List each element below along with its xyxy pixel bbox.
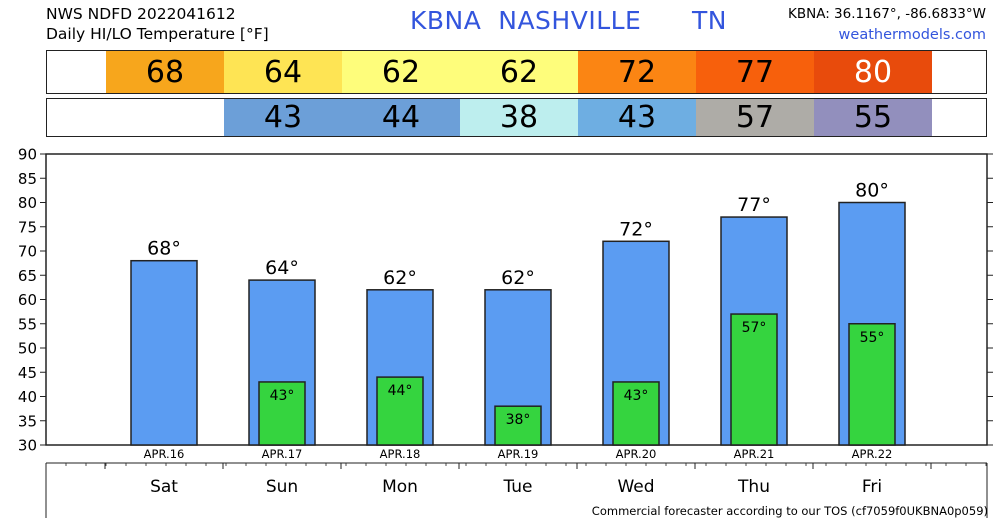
product-label: Daily HI/LO Temperature [°F] [46, 25, 269, 43]
y-tick-label: 80 [18, 194, 37, 212]
date-label: APR.16 [144, 447, 185, 461]
low-bar-label: 44° [388, 383, 413, 399]
high-temp-cell-0: 68 [106, 51, 224, 93]
low-bar-label: 55° [860, 330, 885, 346]
low-bar [494, 405, 542, 446]
y-tick-label: 85 [18, 170, 37, 188]
date-label: APR.22 [852, 447, 893, 461]
station-coords: KBNA: 36.1167°, -86.6833°W [787, 6, 986, 22]
high-temp-cell-5: 77 [696, 51, 814, 93]
date-label: APR.17 [262, 447, 303, 461]
low-bar-label: 43° [624, 388, 649, 404]
high-temp-cell-6: 80 [814, 51, 932, 93]
low-bar-label: 43° [270, 388, 295, 404]
day-label: Tue [502, 477, 532, 497]
high-temp-cell-3: 62 [460, 51, 578, 93]
day-label: Thu [737, 477, 770, 497]
high-bar-label: 77° [737, 194, 771, 216]
y-tick-label: 75 [18, 218, 37, 236]
high-bar-label: 62° [501, 267, 535, 289]
high-bar-label: 72° [619, 218, 653, 240]
model-run-label: NWS NDFD 2022041612 [46, 5, 236, 23]
high-temp-cell-4: 72 [578, 51, 696, 93]
high-bar-label: 64° [265, 257, 299, 279]
low-bar [730, 313, 778, 446]
station-title: KBNA NASHVILLE TN [410, 6, 727, 35]
site-link[interactable]: weathermodels.com [838, 27, 986, 43]
y-tick-label: 50 [18, 340, 37, 358]
y-tick-label: 90 [18, 146, 37, 164]
high-bar-label: 80° [855, 180, 889, 202]
low-temp-cell-4: 43 [578, 99, 696, 136]
day-label: Fri [862, 477, 882, 497]
header-info: NWS NDFD 2022041612 Daily HI/LO Temperat… [46, 4, 269, 44]
low-bar-label: 38° [506, 412, 531, 428]
y-tick-label: 70 [18, 243, 37, 261]
date-label: APR.19 [498, 447, 539, 461]
y-tick-label: 60 [18, 291, 37, 309]
low-temperature-strip: 43 44 38 43 57 55 [46, 98, 987, 137]
day-label: Mon [382, 477, 418, 497]
low-bar [612, 381, 660, 446]
high-bar-label: 68° [147, 238, 181, 260]
date-label: APR.21 [734, 447, 775, 461]
day-label: Sun [266, 477, 298, 497]
low-temp-cell-2: 44 [342, 99, 460, 136]
high-temperature-strip: 68 64 62 62 72 77 80 [46, 50, 987, 94]
high-temp-cell-2: 62 [342, 51, 460, 93]
low-bar [848, 323, 896, 446]
low-temp-cell-3: 38 [460, 99, 578, 136]
y-tick-label: 30 [18, 437, 37, 455]
y-tick-label: 45 [18, 364, 37, 382]
high-temp-cell-1: 64 [224, 51, 342, 93]
low-bar [258, 381, 306, 446]
low-temp-cell-0 [106, 99, 224, 136]
header-meta: KBNA: 36.1167°, -86.6833°W weathermodels… [788, 4, 986, 46]
footer-note: Commercial forecaster according to our T… [591, 504, 988, 518]
low-temp-cell-5: 57 [696, 99, 814, 136]
low-temp-cell-1: 43 [224, 99, 342, 136]
low-bar [376, 376, 424, 446]
low-bar-label: 57° [742, 320, 767, 336]
y-tick-label: 40 [18, 388, 37, 406]
date-label: APR.20 [616, 447, 657, 461]
low-temp-cell-6: 55 [814, 99, 932, 136]
day-label: Sat [150, 477, 178, 497]
date-label: APR.18 [380, 447, 421, 461]
high-bar-label: 62° [383, 267, 417, 289]
y-tick-label: 55 [18, 315, 37, 333]
y-tick-label: 35 [18, 412, 37, 430]
y-tick-label: 65 [18, 267, 37, 285]
high-bar [130, 259, 198, 446]
day-label: Wed [617, 477, 654, 497]
